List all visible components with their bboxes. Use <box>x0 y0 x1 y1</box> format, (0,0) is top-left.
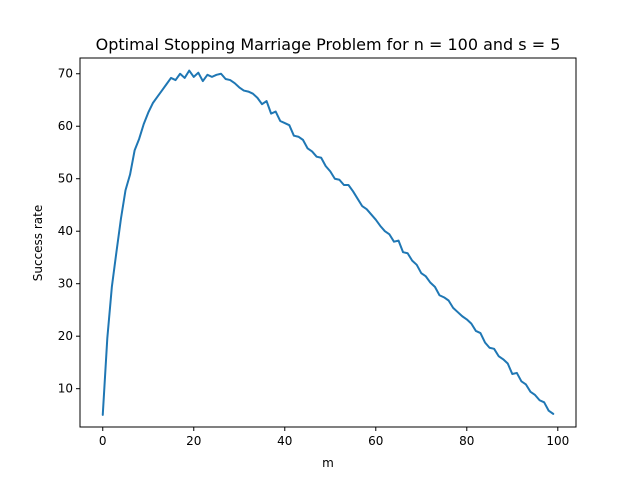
x-tick-label: 0 <box>99 434 107 448</box>
y-tick-label: 60 <box>58 119 73 133</box>
axes-frame <box>79 57 577 428</box>
y-axis-label: Success rate <box>31 205 45 282</box>
x-tick-label: 40 <box>277 434 292 448</box>
y-tick-label: 30 <box>58 277 73 291</box>
y-tick-label: 10 <box>58 382 73 396</box>
plot-area: 0 20 40 60 80 100 10 20 30 40 50 60 70 <box>58 57 577 448</box>
x-tick-label: 20 <box>186 434 201 448</box>
y-tick-label: 40 <box>58 224 73 238</box>
y-tick-label: 20 <box>58 329 73 343</box>
y-tick-label: 70 <box>58 67 73 81</box>
x-tick-label: 80 <box>459 434 474 448</box>
chart-title: Optimal Stopping Marriage Problem for n … <box>96 35 561 54</box>
y-tick-label: 50 <box>58 172 73 186</box>
x-axis-label: m <box>322 456 334 470</box>
series-line-0 <box>101 69 555 416</box>
x-tick-label: 100 <box>546 434 569 448</box>
x-tick-label: 60 <box>368 434 383 448</box>
